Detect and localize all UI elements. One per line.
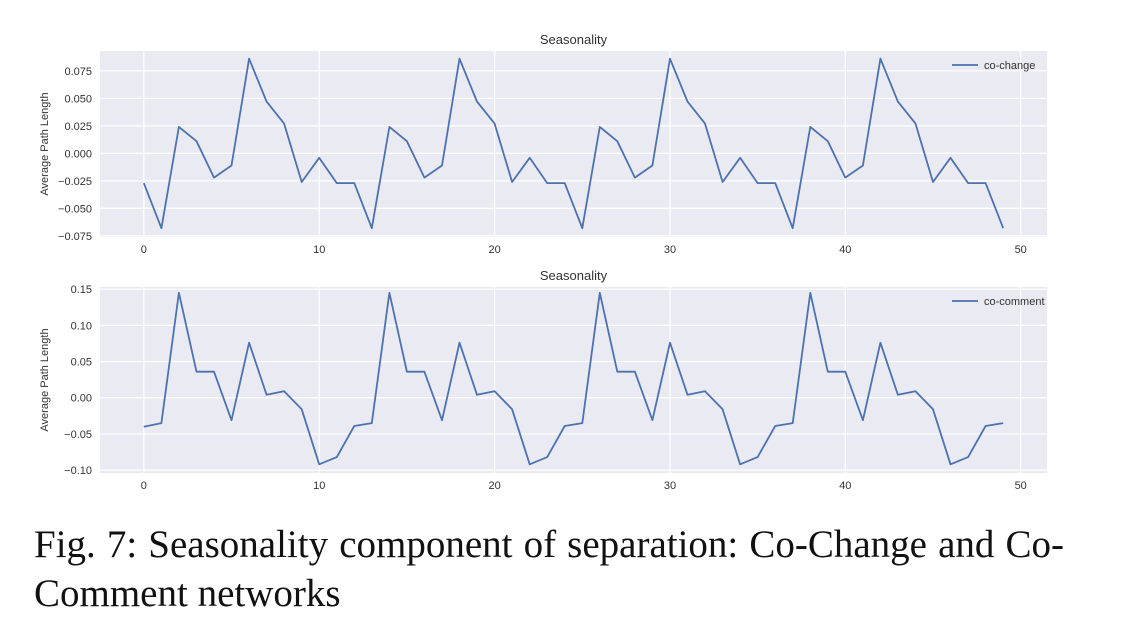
plot-area <box>100 287 1047 473</box>
y-tick-label: −0.025 <box>58 176 92 188</box>
x-tick-label: 10 <box>313 480 325 492</box>
x-tick-label: 0 <box>141 480 147 492</box>
legend-label: co-comment <box>984 296 1045 308</box>
x-tick-label: 10 <box>313 244 325 256</box>
y-tick-label: 0.15 <box>71 284 92 296</box>
y-tick-label: −0.075 <box>58 231 92 243</box>
chart-title: Seasonality <box>540 32 608 47</box>
x-tick-label: 40 <box>839 244 851 256</box>
chart-panel-1: 0 10 20 30 40 50 −0.075 −0.050 −0.025 0.000 0.025 0… <box>39 32 1047 256</box>
y-tick-label: 0.000 <box>64 148 92 160</box>
x-tick-label: 0 <box>141 244 147 256</box>
y-tick-label: 0.10 <box>71 320 92 332</box>
x-tick-label: 20 <box>488 244 500 256</box>
figure-caption: Fig. 7: Seasonality component of separat… <box>34 523 1064 615</box>
y-tick-label: −0.050 <box>58 203 92 215</box>
series-line-co-comment <box>143 291 1004 466</box>
y-tick-label: 0.025 <box>64 121 92 133</box>
y-tick-label: −0.10 <box>64 465 92 477</box>
x-tick-label: 40 <box>839 480 851 492</box>
seasonality-figure: 0 10 20 30 40 50−0.075−0.050−0.0250.0000.0250… <box>39 32 1047 492</box>
x-tick-label: 30 <box>664 244 676 256</box>
x-tick-label: 20 <box>488 480 500 492</box>
y-axis-label: Average Path Length <box>39 328 51 431</box>
y-tick-label: −0.05 <box>64 429 92 441</box>
y-tick-label: 0.075 <box>64 66 92 78</box>
series-line-co-change <box>142 57 1005 230</box>
x-tick-label: 50 <box>1015 480 1027 492</box>
legend-label: co-change <box>984 60 1035 72</box>
y-tick-label: 0.05 <box>71 357 92 369</box>
x-tick-label: 50 <box>1015 244 1027 256</box>
y-axis-label: Average Path Length <box>39 92 51 195</box>
chart-panel-2: 0 10 20 30 40 50 −0.10 −0.05 0.00 0.05 0.10 0.15 Sea… <box>39 268 1047 492</box>
y-tick-label: 0.00 <box>71 393 92 405</box>
x-tick-label: 30 <box>664 480 676 492</box>
plot-area <box>100 51 1047 237</box>
y-tick-label: 0.050 <box>64 93 92 105</box>
chart-title: Seasonality <box>540 268 608 283</box>
